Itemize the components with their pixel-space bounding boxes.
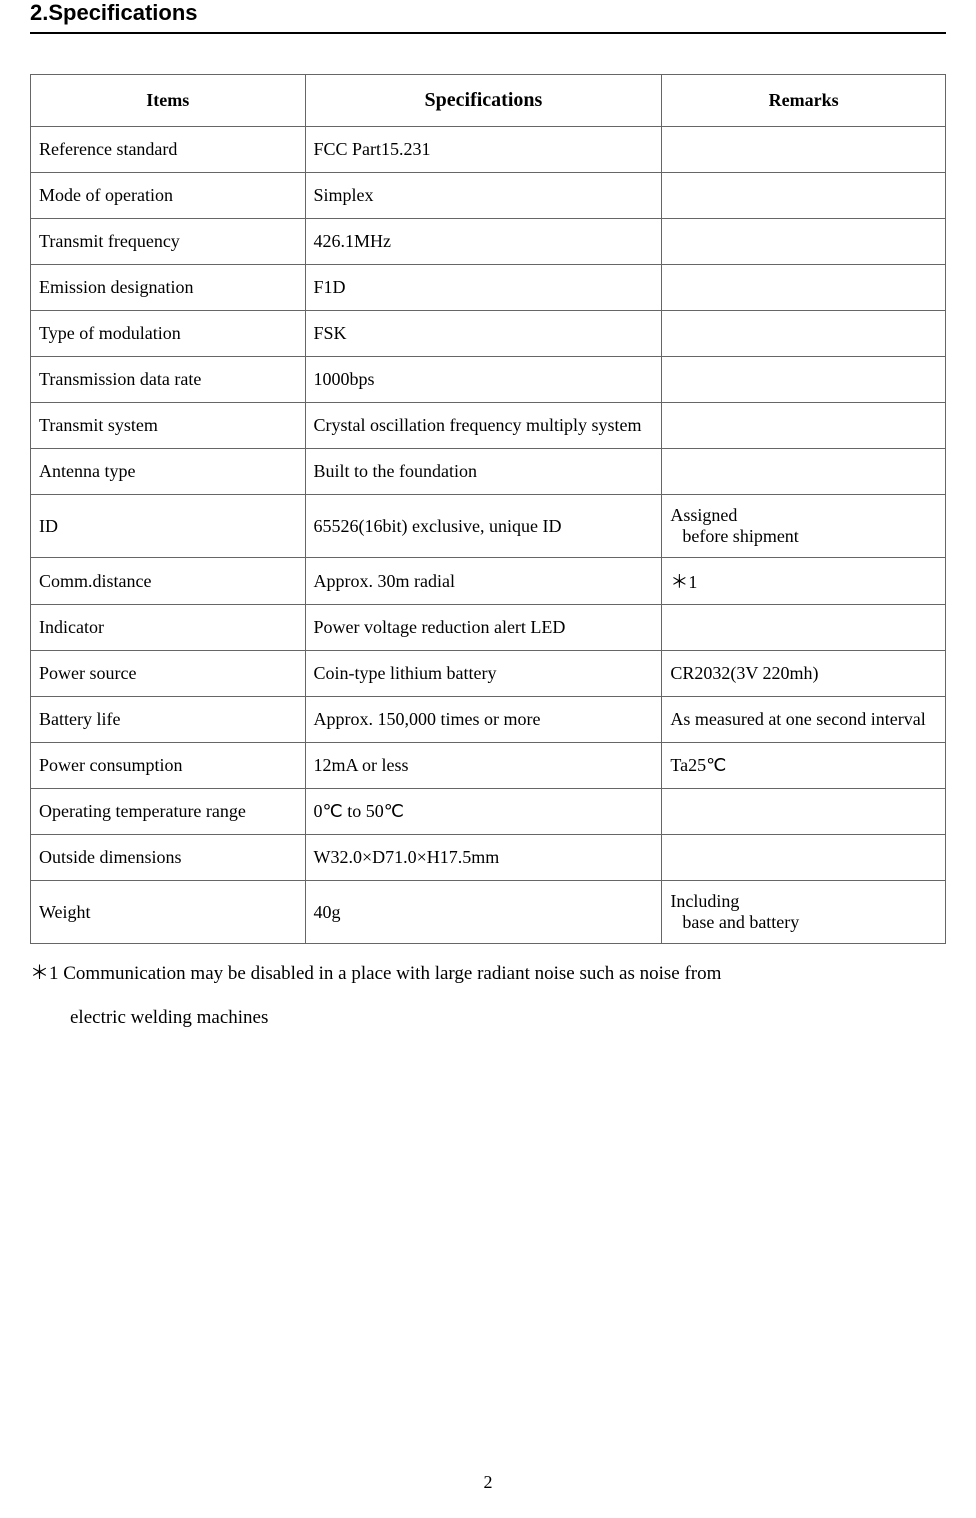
remarks-cell [662, 835, 946, 881]
items-cell: Weight [31, 881, 306, 944]
remarks-cell [662, 311, 946, 357]
items-cell: Antenna type [31, 449, 306, 495]
header-items: Items [31, 75, 306, 127]
items-cell: Battery life [31, 697, 306, 743]
specs-cell: 40g [305, 881, 662, 944]
table-row: Antenna typeBuilt to the foundation [31, 449, 946, 495]
items-cell: Indicator [31, 605, 306, 651]
items-cell: Mode of operation [31, 173, 306, 219]
table-row: Battery lifeApprox. 150,000 times or mor… [31, 697, 946, 743]
items-cell: Power consumption [31, 743, 306, 789]
table-row: Power sourceCoin-type lithium batteryCR2… [31, 651, 946, 697]
items-cell: Transmit frequency [31, 219, 306, 265]
table-row: Transmit frequency426.1MHz [31, 219, 946, 265]
specs-cell: Coin-type lithium battery [305, 651, 662, 697]
specs-cell: 426.1MHz [305, 219, 662, 265]
table-row: ID65526(16bit) exclusive, unique IDAssig… [31, 495, 946, 558]
specs-cell: Approx. 150,000 times or more [305, 697, 662, 743]
remarks-cell [662, 449, 946, 495]
remarks-cell [662, 219, 946, 265]
specs-cell: Approx. 30m radial [305, 558, 662, 605]
table-row: Outside dimensionsW32.0×D71.0×H17.5mm [31, 835, 946, 881]
specs-cell: FSK [305, 311, 662, 357]
items-cell: Comm.distance [31, 558, 306, 605]
specs-cell: Simplex [305, 173, 662, 219]
remarks-cell [662, 789, 946, 835]
items-cell: Outside dimensions [31, 835, 306, 881]
items-cell: Emission designation [31, 265, 306, 311]
items-cell: Type of modulation [31, 311, 306, 357]
specs-cell: 1000bps [305, 357, 662, 403]
table-row: Transmission data rate1000bps [31, 357, 946, 403]
remarks-cell: Includingbase and battery [662, 881, 946, 944]
specs-cell: W32.0×D71.0×H17.5mm [305, 835, 662, 881]
specifications-table: Items Specifications Remarks Reference s… [30, 74, 946, 944]
page-number: 2 [0, 1472, 976, 1493]
remarks-cell [662, 265, 946, 311]
remarks-cell [662, 127, 946, 173]
table-row: Mode of operationSimplex [31, 173, 946, 219]
items-cell: Transmit system [31, 403, 306, 449]
header-remarks: Remarks [662, 75, 946, 127]
specs-cell: FCC Part15.231 [305, 127, 662, 173]
specs-cell: Crystal oscillation frequency multiply s… [305, 403, 662, 449]
header-specs: Specifications [305, 75, 662, 127]
table-row: Operating temperature range0℃ to 50℃ [31, 789, 946, 835]
footnote-line2: electric welding machines [30, 996, 946, 1040]
remarks-cell: ＊1 [662, 558, 946, 605]
items-cell: Operating temperature range [31, 789, 306, 835]
specs-cell: 12mA or less [305, 743, 662, 789]
specs-cell: 65526(16bit) exclusive, unique ID [305, 495, 662, 558]
remarks-cell: Assignedbefore shipment [662, 495, 946, 558]
specs-cell: Power voltage reduction alert LED [305, 605, 662, 651]
items-cell: ID [31, 495, 306, 558]
table-row: Comm.distanceApprox. 30m radial＊1 [31, 558, 946, 605]
table-row: Weight40gIncludingbase and battery [31, 881, 946, 944]
remarks-cell [662, 605, 946, 651]
remarks-cell: Ta25℃ [662, 743, 946, 789]
remarks-cell: CR2032(3V 220mh) [662, 651, 946, 697]
table-row: IndicatorPower voltage reduction alert L… [31, 605, 946, 651]
table-row: Emission designationF1D [31, 265, 946, 311]
table-row: Power consumption12mA or lessTa25℃ [31, 743, 946, 789]
table-row: Type of modulationFSK [31, 311, 946, 357]
remarks-cell [662, 173, 946, 219]
table-row: Transmit systemCrystal oscillation frequ… [31, 403, 946, 449]
section-title: 2.Specifications [30, 0, 946, 34]
specs-cell: F1D [305, 265, 662, 311]
remarks-cell: As measured at one second interval [662, 697, 946, 743]
table-header-row: Items Specifications Remarks [31, 75, 946, 127]
remarks-cell [662, 357, 946, 403]
items-cell: Reference standard [31, 127, 306, 173]
specs-cell: Built to the foundation [305, 449, 662, 495]
items-cell: Transmission data rate [31, 357, 306, 403]
footnote-line1: ＊1 Communication may be disabled in a pl… [30, 963, 721, 984]
items-cell: Power source [31, 651, 306, 697]
remarks-cell [662, 403, 946, 449]
table-row: Reference standardFCC Part15.231 [31, 127, 946, 173]
specs-cell: 0℃ to 50℃ [305, 789, 662, 835]
footnote: ＊1 Communication may be disabled in a pl… [30, 952, 946, 1039]
